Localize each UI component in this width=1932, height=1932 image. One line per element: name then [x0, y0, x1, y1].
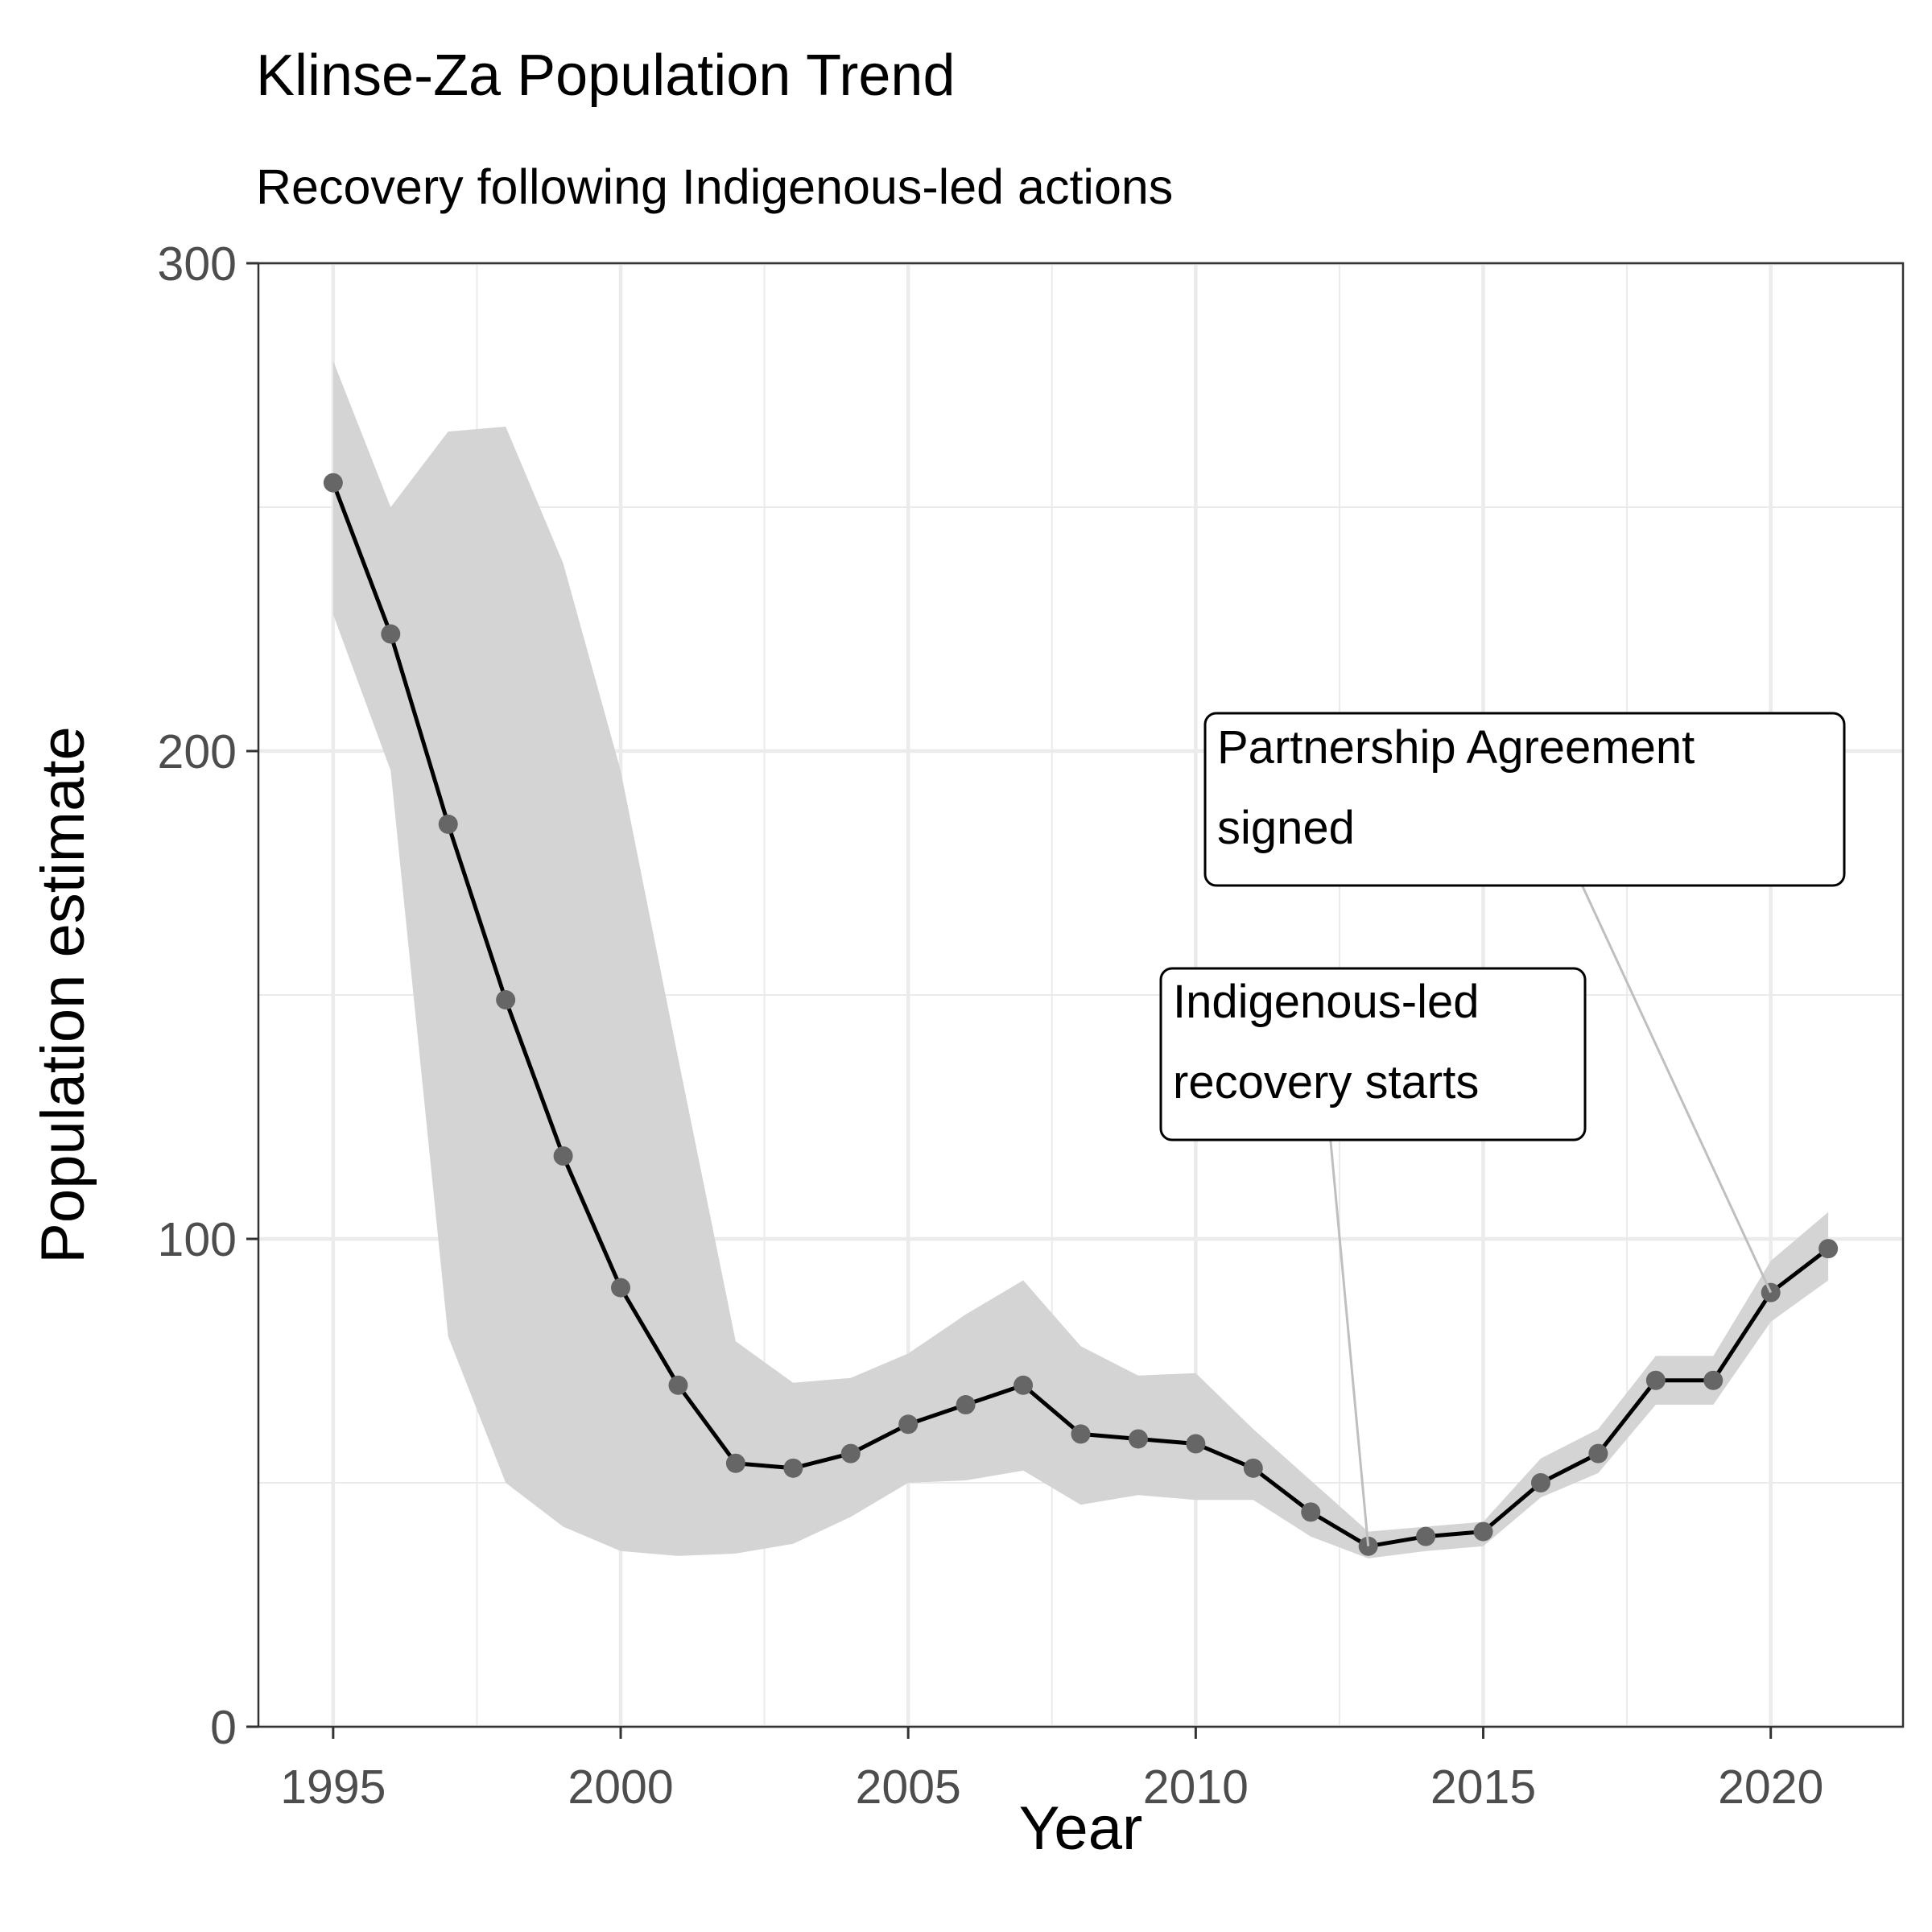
- x-axis-title: Year: [1019, 1794, 1143, 1863]
- annotation-connector-0: [1329, 1139, 1370, 1546]
- annotation-box-1: [1203, 712, 1846, 887]
- data-point-2019: [1703, 1370, 1724, 1390]
- annotation-box-0: [1159, 967, 1587, 1141]
- y-tick-label-300: 300: [158, 237, 237, 291]
- x-tick-label-2000: 2000: [568, 1761, 673, 1814]
- data-point-2021: [1818, 1239, 1839, 1259]
- x-tick-label-1995: 1995: [280, 1761, 386, 1814]
- data-point-1999: [553, 1146, 573, 1166]
- annotation-text-0-0: Indigenous-led: [1173, 976, 1480, 1028]
- x-tick-label-2020: 2020: [1718, 1761, 1823, 1814]
- data-point-2000: [611, 1278, 631, 1298]
- y-tick-label-200: 200: [158, 725, 237, 778]
- data-point-1997: [438, 814, 458, 834]
- data-point-2017: [1588, 1443, 1608, 1463]
- data-point-2003: [783, 1458, 803, 1478]
- y-tick-label-0: 0: [210, 1701, 237, 1754]
- data-point-2004: [840, 1443, 861, 1463]
- data-point-2011: [1243, 1458, 1263, 1478]
- data-point-2016: [1530, 1473, 1550, 1492]
- confidence-ribbon-layer: [332, 361, 1829, 1558]
- data-point-2007: [1013, 1375, 1034, 1395]
- data-point-2018: [1645, 1370, 1666, 1390]
- data-point-2009: [1128, 1429, 1148, 1449]
- panel-border: [257, 262, 1905, 1728]
- x-tick-label-2015: 2015: [1430, 1761, 1536, 1814]
- y-tick-label-100: 100: [158, 1213, 237, 1266]
- panel-border-rect: [257, 262, 1905, 1728]
- data-point-2014: [1416, 1526, 1436, 1546]
- data-point-1998: [496, 990, 516, 1010]
- chart-title: Klinse-Za Population Trend: [256, 43, 956, 108]
- data-point-2002: [725, 1453, 745, 1473]
- data-point-2008: [1071, 1424, 1091, 1444]
- annotation-text-1-1: signed: [1217, 802, 1355, 854]
- annotation-text-0-1: recovery starts: [1173, 1056, 1479, 1108]
- confidence-ribbon: [332, 361, 1829, 1558]
- data-point-1996: [381, 624, 401, 644]
- data-point-2001: [668, 1375, 688, 1395]
- axes: 1995 2000 2005 2010 2015 2020 0 100 200 300: [158, 237, 1824, 1814]
- data-points: [323, 473, 1839, 1556]
- data-point-2005: [898, 1414, 919, 1435]
- data-point-2012: [1301, 1502, 1321, 1522]
- data-point-1995: [323, 473, 343, 493]
- annotations: Indigenous-led recovery starts Partnership…: [1159, 712, 1846, 1546]
- x-tick-label-2010: 2010: [1143, 1761, 1249, 1814]
- data-point-2015: [1473, 1521, 1493, 1542]
- x-tick-label-2005: 2005: [856, 1761, 961, 1814]
- chart-subtitle: Recovery following Indigenous-led action…: [256, 159, 1173, 214]
- data-point-2010: [1186, 1434, 1206, 1454]
- annotation-text-1-0: Partnership Agreement: [1217, 721, 1695, 774]
- y-axis-title: Population estimate: [29, 726, 97, 1264]
- data-point-2006: [956, 1395, 976, 1415]
- annotation-connector-1: [1581, 885, 1773, 1294]
